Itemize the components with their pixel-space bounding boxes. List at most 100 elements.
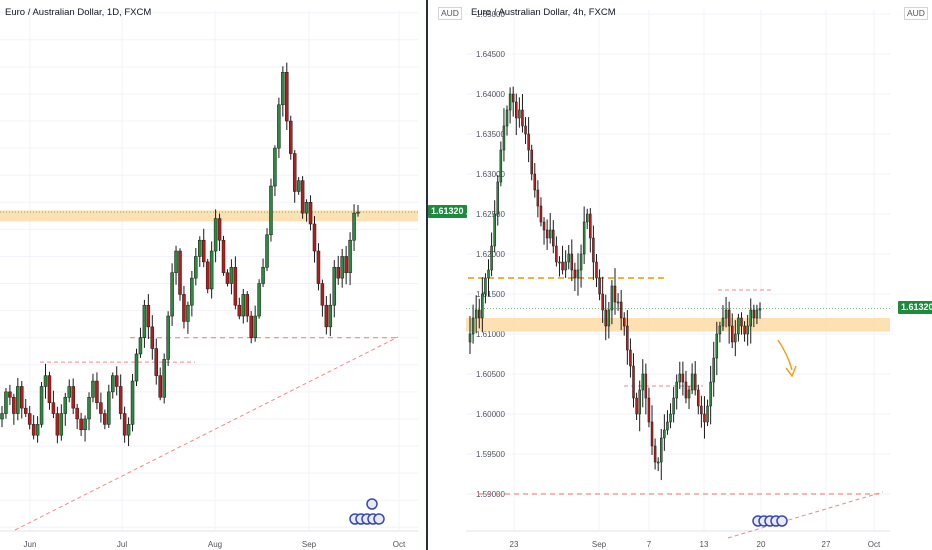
four-hour-chart-panel[interactable]: 1.65000 1.64500 1.64000 1.63500 1.63000 1.625…: [428, 0, 932, 550]
y-tick-label: 1.64500: [476, 50, 505, 59]
daily-last-price-tag: 1.61320: [428, 205, 467, 219]
candle-body: [4, 391, 8, 414]
candle-body: [700, 405, 703, 415]
candle-body: [552, 229, 555, 247]
panel-divider[interactable]: [426, 0, 428, 550]
candle-body: [530, 149, 533, 175]
candle-body: [63, 397, 68, 414]
candle-body: [749, 309, 752, 327]
candle-body: [706, 405, 709, 423]
y-tick-label: 1.63500: [476, 130, 505, 139]
y-tick-label: 1.60500: [476, 370, 505, 379]
candle-body: [170, 272, 174, 317]
candle-body: [533, 173, 537, 191]
candle-body: [178, 250, 182, 295]
candle-body: [83, 418, 87, 431]
y-tick-label: 1.61500: [476, 290, 505, 299]
candle-body: [111, 375, 115, 393]
candle-body: [524, 125, 527, 135]
candle-body: [265, 234, 269, 268]
candle-body: [23, 407, 28, 414]
candle-body: [142, 304, 147, 338]
candle-body: [205, 261, 210, 290]
candle-body: [730, 325, 734, 343]
daily-chart-title: Euro / Australian Dollar, 1D, FXCM: [5, 7, 152, 18]
daily-chart-canvas[interactable]: 1.650001.645001.640001.635001.630001.625…: [0, 0, 426, 550]
candle-body: [641, 373, 645, 391]
candle-body: [570, 253, 574, 271]
four-hour-chart-canvas[interactable]: 1.65000 1.64500 1.64000 1.63500 1.63000 1.625…: [428, 0, 932, 550]
x-tick-label: Aug: [208, 540, 222, 549]
candle-body: [579, 253, 583, 271]
candle-body: [490, 245, 493, 271]
candle-body: [241, 294, 246, 317]
candle-body: [221, 239, 226, 273]
candle-body: [623, 317, 626, 327]
daily-chart-panel[interactable]: 1.650001.645001.640001.635001.630001.625…: [0, 0, 467, 550]
candle-body: [217, 218, 222, 241]
candle-body: [626, 325, 629, 351]
candle-body: [712, 357, 715, 383]
support-resistance-zone: [0, 210, 418, 222]
candle-body: [87, 397, 91, 420]
candle-body: [663, 429, 666, 439]
four-hour-currency-label: AUD: [904, 7, 928, 20]
candle-body: [539, 205, 543, 223]
candle-body: [650, 421, 654, 447]
candle-body: [536, 189, 540, 207]
candle-body: [55, 413, 60, 436]
candle-body: [616, 301, 620, 304]
candle-body: [595, 261, 598, 279]
candle-body: [285, 72, 289, 122]
candle-body: [166, 315, 170, 360]
candle-body: [576, 269, 580, 279]
candle-body: [122, 413, 127, 436]
candle-body: [687, 389, 691, 399]
candle-body: [656, 461, 660, 464]
x-tick-label: Sep: [302, 540, 317, 549]
candle-body: [182, 294, 186, 322]
candle-body: [233, 267, 238, 306]
candle-body: [348, 239, 352, 273]
candle-body: [548, 229, 552, 239]
candle-body: [186, 304, 190, 322]
candle-body: [635, 397, 638, 415]
y-tick-label: 1.62500: [476, 210, 505, 219]
candle-body: [561, 261, 564, 271]
candle-body: [675, 381, 678, 399]
candle-body: [564, 261, 567, 271]
candle-body: [505, 109, 509, 127]
candle-body: [277, 104, 281, 149]
candle-body: [194, 256, 198, 279]
candle-body: [35, 424, 40, 436]
candle-body: [607, 309, 611, 327]
candle-body: [39, 386, 44, 425]
candle-body: [12, 397, 16, 414]
candle-body: [684, 381, 688, 399]
candle-body: [518, 109, 521, 119]
candle-body: [75, 407, 79, 420]
candle-body: [245, 294, 249, 317]
x-tick-label: Oct: [393, 540, 406, 549]
candle-body: [300, 180, 305, 214]
candle-body: [681, 373, 685, 383]
candle-body: [67, 386, 71, 398]
x-tick-label: Sep: [592, 540, 607, 549]
candle-body: [527, 133, 530, 151]
candle-body: [261, 267, 265, 284]
candle-body: [118, 386, 123, 414]
candle-body: [487, 269, 490, 279]
candle-body: [237, 304, 242, 317]
y-tick-label: 1.64000: [476, 90, 505, 99]
candle-body: [697, 389, 700, 407]
y-tick-label: 1.60000: [476, 410, 505, 419]
candle-body: [481, 293, 484, 319]
candle-body: [734, 333, 737, 343]
candle-body: [743, 325, 746, 335]
candle-body: [99, 402, 103, 414]
arrow-head-icon: [785, 365, 797, 378]
trendline-dashed: [14, 336, 399, 531]
candle-body: [632, 365, 635, 399]
candle-body: [604, 309, 607, 327]
